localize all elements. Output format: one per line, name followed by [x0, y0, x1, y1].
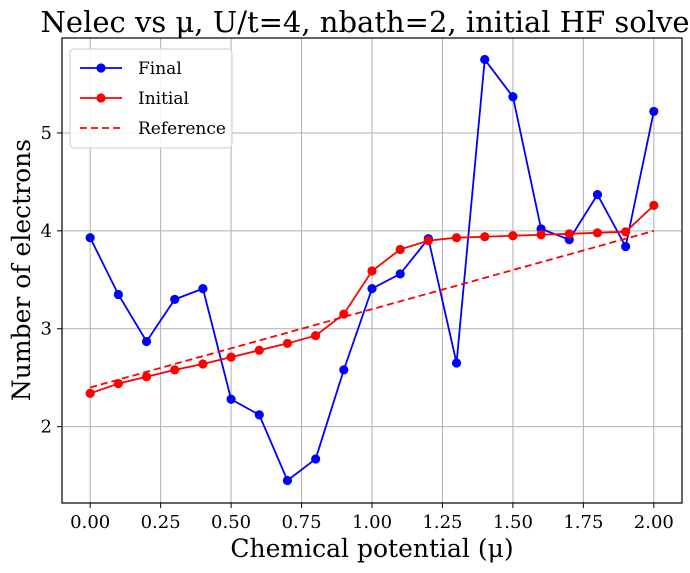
- legend-label-final: Final: [138, 59, 182, 79]
- chart-title: Nelec vs μ, U/t=4, nbath=2, initial HF s…: [41, 5, 690, 39]
- data-point-final: [85, 233, 95, 243]
- legend-box: [69, 48, 233, 149]
- legend-marker-final: [96, 63, 106, 73]
- y-axis-label: Number of electrons: [7, 139, 36, 401]
- data-point-final: [113, 289, 123, 300]
- data-point-final: [451, 358, 462, 368]
- data-point-initial: [592, 228, 603, 238]
- data-point-initial: [649, 200, 659, 210]
- data-point-initial: [282, 338, 293, 349]
- data-point-final: [480, 54, 490, 65]
- x-tick-label: 2.00: [634, 512, 674, 533]
- data-point-initial: [141, 372, 152, 382]
- data-point-initial: [451, 233, 462, 243]
- data-point-initial: [367, 266, 377, 276]
- data-point-initial: [339, 309, 349, 319]
- data-point-initial: [564, 229, 574, 239]
- data-point-initial: [621, 227, 631, 237]
- data-point-initial: [113, 378, 123, 389]
- x-tick-label: 0.25: [141, 512, 181, 533]
- series-layer: [85, 54, 659, 486]
- data-point-initial: [170, 365, 180, 375]
- data-point-final: [339, 365, 349, 375]
- x-tick-label: 1.00: [352, 512, 392, 533]
- data-point-final: [621, 241, 631, 252]
- data-point-final: [649, 106, 659, 117]
- data-point-final: [198, 284, 208, 294]
- x-axis-label: Chemical potential (μ): [230, 534, 513, 563]
- data-point-final: [592, 190, 603, 200]
- data-point-final: [254, 410, 264, 420]
- data-point-initial: [226, 352, 236, 362]
- data-point-final: [508, 92, 518, 102]
- ticks: 0.00 0.25 0.50 0.75 1.00 1.25 1.50 1.75 2.00 2 3 4 5: [41, 123, 674, 533]
- data-point-initial: [198, 359, 208, 369]
- legend-label-initial: Initial: [138, 89, 189, 109]
- y-tick-label: 4: [41, 221, 52, 242]
- data-point-initial: [536, 230, 546, 240]
- data-point-initial: [254, 345, 264, 355]
- data-point-final: [395, 269, 405, 279]
- series-line-reference: [89, 229, 655, 389]
- x-tick-label: 1.75: [563, 512, 603, 533]
- data-point-final: [311, 454, 321, 464]
- x-tick-label: 0.00: [70, 512, 110, 533]
- data-point-final: [141, 336, 152, 347]
- data-point-initial: [311, 331, 321, 341]
- data-point-initial: [85, 388, 95, 398]
- legend-label-reference: Reference: [138, 119, 226, 139]
- y-tick-label: 3: [41, 319, 52, 340]
- data-point-initial: [508, 231, 518, 241]
- x-tick-label: 1.25: [422, 512, 462, 533]
- data-point-final: [367, 284, 377, 294]
- y-tick-label: 2: [41, 417, 52, 438]
- x-tick-label: 1.50: [493, 512, 533, 533]
- legend: Final Initial Reference: [69, 48, 233, 149]
- data-point-final: [226, 394, 236, 404]
- data-point-final: [282, 475, 293, 486]
- data-point-initial: [480, 232, 490, 242]
- data-point-final: [170, 294, 180, 304]
- data-point-initial: [423, 236, 433, 246]
- legend-marker-initial: [96, 93, 106, 103]
- data-point-initial: [395, 244, 405, 255]
- x-tick-label: 0.75: [282, 512, 322, 533]
- x-tick-label: 0.50: [211, 512, 251, 533]
- y-tick-label: 5: [41, 123, 52, 144]
